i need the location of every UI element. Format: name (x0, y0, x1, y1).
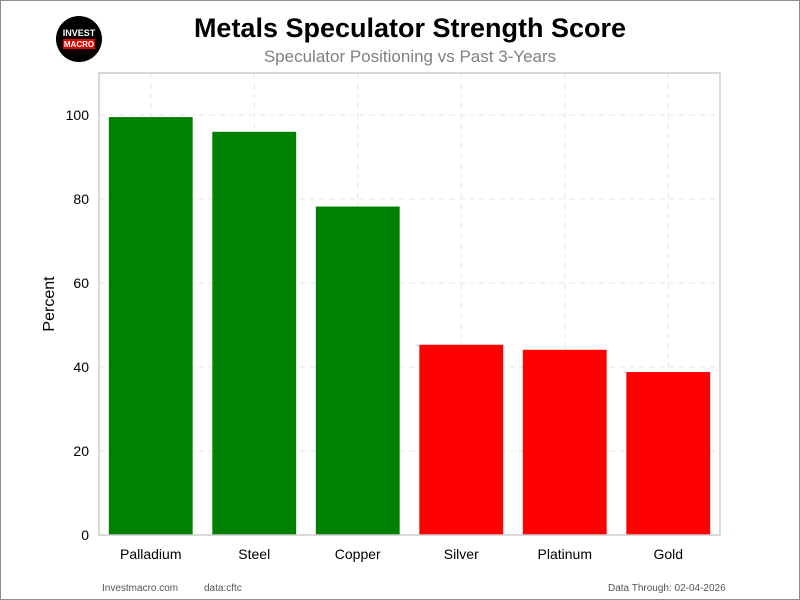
logo-line2: MACRO (64, 40, 94, 49)
bar-silver (419, 344, 504, 535)
logo-red-band (63, 39, 95, 49)
bar-gold (626, 372, 711, 535)
y-tick-labels: 0 20 40 60 80 100 (66, 107, 90, 543)
y-tick-label: 40 (73, 359, 89, 375)
x-tick-label: Silver (444, 546, 479, 562)
y-tick-label: 80 (73, 191, 89, 207)
footer-site: Investmacro.com (102, 583, 179, 594)
logo-line1: INVEST (63, 28, 96, 38)
chart-title: Metals Speculator Strength Score (193, 13, 627, 43)
footer-date: Data Through: 02-04-2026 (608, 583, 726, 594)
bar-platinum (522, 349, 607, 535)
bar-palladium (108, 117, 193, 535)
chart-subtitle: Speculator Positioning vs Past 3-Years (263, 47, 557, 66)
x-tick-labels: Palladium Steel Copper Silver Platinum Gold (120, 546, 683, 562)
x-tick-label: Steel (238, 546, 270, 562)
plot-border (98, 72, 721, 536)
y-tick-label: 0 (81, 527, 89, 543)
x-tick-label: Gold (653, 546, 683, 562)
bar-steel (212, 131, 297, 536)
x-tick-label: Copper (335, 546, 381, 562)
y-tick-label: 60 (73, 275, 89, 291)
x-tick-label: Palladium (120, 546, 181, 562)
bar-layer (108, 117, 711, 536)
footer-source: data:cftc (204, 583, 242, 594)
y-tick-label: 100 (66, 107, 90, 123)
y-axis-label: Percent (41, 276, 58, 332)
y-tick-label: 20 (73, 443, 89, 459)
investmacro-logo: INVEST MACRO (56, 16, 102, 62)
x-tick-label: Platinum (538, 546, 592, 562)
bar-copper (315, 206, 400, 535)
